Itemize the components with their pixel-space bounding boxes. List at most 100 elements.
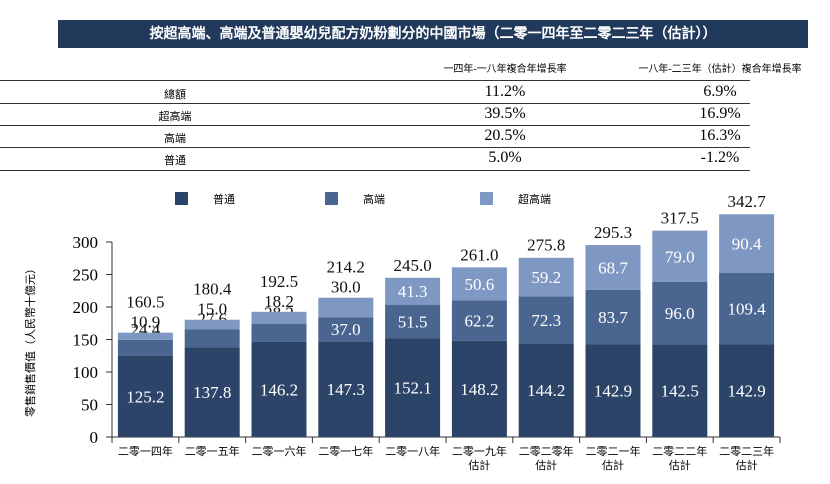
bar-segment xyxy=(385,277,441,305)
bar-segment xyxy=(652,281,708,345)
bar-segment xyxy=(585,245,641,290)
bar-segment xyxy=(451,340,507,437)
value-label: 10.9 xyxy=(131,313,161,332)
table-rule xyxy=(0,80,750,81)
total-label: 192.5 xyxy=(260,272,298,291)
bar-segment xyxy=(585,344,641,437)
legend-label: 普通 xyxy=(213,192,235,206)
legend-swatch xyxy=(175,192,188,205)
bar-segment xyxy=(451,300,507,341)
y-tick-label: 0 xyxy=(90,428,99,447)
table-rule xyxy=(0,125,750,126)
x-tick-label: 二零一六年 xyxy=(251,446,307,458)
x-tick-label: 二零二二年 估計 xyxy=(652,446,708,472)
value-label: 152.1 xyxy=(393,379,431,398)
bar-segment xyxy=(719,214,775,274)
value-label: 137.8 xyxy=(193,383,231,402)
table-rule xyxy=(0,103,750,104)
x-tick-label: 二零一五年 xyxy=(184,446,240,458)
bar-segment xyxy=(318,341,374,437)
row-label: 超高端 xyxy=(158,111,192,123)
x-tick-label: 二零二一年 估計 xyxy=(585,446,641,472)
total-label: 295.3 xyxy=(594,223,632,242)
value-label: 79.0 xyxy=(665,247,695,266)
bar-segment xyxy=(251,341,307,437)
total-label: 261.0 xyxy=(460,245,498,264)
x-tick-label: 二零二零年 估計 xyxy=(518,446,574,472)
bar-segment xyxy=(117,332,173,340)
x-tick-label: 二零一八年 xyxy=(385,446,441,458)
bar-segment xyxy=(251,323,307,342)
bar-segment xyxy=(518,257,574,297)
cell-value: 20.5% xyxy=(484,127,526,144)
bar-segment xyxy=(585,289,641,345)
value-label: 142.5 xyxy=(661,382,699,401)
row-label: 高端 xyxy=(164,133,186,145)
x-tick-label: 二零一七年 xyxy=(318,446,374,458)
legend-swatch xyxy=(325,192,338,205)
column-header: 一八年-二三年（估計）複合年增長率 xyxy=(638,64,802,75)
bar-segment xyxy=(518,343,574,437)
value-label: 51.5 xyxy=(398,312,428,331)
value-label: 147.3 xyxy=(327,380,365,399)
bar-segment xyxy=(117,355,173,437)
bar-segment xyxy=(251,311,307,324)
value-label: 50.6 xyxy=(465,275,495,294)
total-label: 160.5 xyxy=(126,293,164,312)
y-tick-label: 250 xyxy=(73,266,99,285)
column-header: 一四年-一八年複合年增長率 xyxy=(443,64,567,75)
cell-value: 16.9% xyxy=(699,105,741,122)
bar-segment xyxy=(385,338,441,437)
bar-segment xyxy=(719,273,775,345)
y-tick-label: 200 xyxy=(73,298,99,317)
y-tick-label: 300 xyxy=(73,233,99,252)
bar-segment xyxy=(719,344,775,437)
legend-label: 超高端 xyxy=(518,192,551,206)
x-tick-label: 二零一九年 估計 xyxy=(451,446,507,472)
y-tick-label: 50 xyxy=(81,396,98,415)
bar-segment xyxy=(385,304,441,339)
value-label: 90.4 xyxy=(732,235,762,254)
value-label: 37.0 xyxy=(331,320,361,339)
x-tick-label: 二零二三年 估計 xyxy=(719,446,775,472)
value-label: 83.7 xyxy=(598,308,628,327)
cell-value: 6.9% xyxy=(703,83,737,100)
row-label: 普通 xyxy=(164,155,186,167)
value-label: 96.0 xyxy=(665,304,695,323)
value-label: 142.9 xyxy=(727,382,765,401)
total-label: 245.0 xyxy=(393,256,431,275)
table-rule xyxy=(0,170,750,171)
row-label: 總額 xyxy=(164,89,186,101)
total-label: 342.7 xyxy=(727,192,766,211)
x-tick-label: 二零一四年 xyxy=(117,446,173,458)
value-label: 62.2 xyxy=(465,311,495,330)
value-label: 125.2 xyxy=(126,387,164,406)
legend-label: 高端 xyxy=(363,192,385,206)
cell-value: 16.3% xyxy=(699,127,741,144)
bar-segment xyxy=(184,319,240,330)
cell-value: 5.0% xyxy=(488,149,522,166)
total-label: 275.8 xyxy=(527,236,565,255)
y-tick-label: 100 xyxy=(73,363,99,382)
bar-segment xyxy=(652,344,708,437)
total-label: 214.2 xyxy=(327,258,365,277)
value-label: 72.3 xyxy=(531,311,561,330)
legend-swatch xyxy=(480,192,493,205)
bar-segment xyxy=(318,317,374,342)
value-label: 142.9 xyxy=(594,382,632,401)
y-axis-label: 零售銷售價值（人民幣十億元） xyxy=(23,263,37,417)
value-label: 148.2 xyxy=(460,380,498,399)
bar-segment xyxy=(184,329,240,348)
bar-segment xyxy=(652,230,708,282)
value-label: 144.2 xyxy=(527,381,565,400)
cell-value: 11.2% xyxy=(484,83,526,100)
value-label: 41.3 xyxy=(398,282,428,301)
bar-segment xyxy=(184,347,240,437)
table-title: 按超高端、高端及普通嬰幼兒配方奶粉劃分的中國市場（二零一四年至二零二三年（估計）… xyxy=(58,20,808,48)
cell-value: -1.2% xyxy=(700,149,740,166)
value-label: 59.2 xyxy=(531,268,561,287)
value-label: 30.0 xyxy=(331,278,361,297)
bar-segment xyxy=(518,296,574,344)
cell-value: 39.5% xyxy=(484,105,526,122)
